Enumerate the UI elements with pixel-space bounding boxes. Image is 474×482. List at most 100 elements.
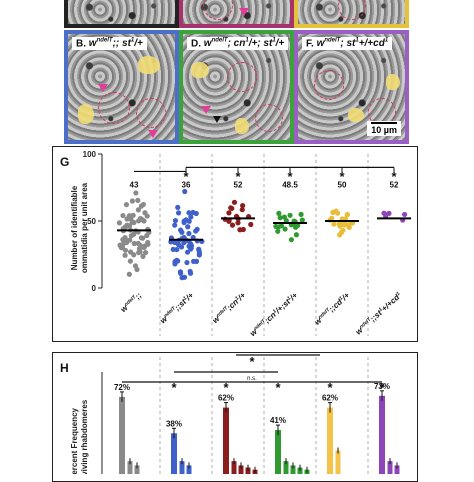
g-data-point	[239, 207, 245, 213]
g-data-point	[176, 242, 182, 248]
g-data-point	[136, 246, 143, 252]
ommatidium-circle	[338, 0, 366, 20]
h-bar	[127, 461, 133, 474]
g-y-tick-label: 100	[83, 150, 97, 159]
h-bar	[297, 467, 303, 474]
g-mean-label: 48.5	[282, 181, 298, 190]
h-significance-star: *	[171, 380, 177, 395]
panel-h-ylabel-line2: surviving rhabdomeres	[80, 399, 89, 474]
g-data-point	[122, 234, 128, 241]
h-significance-star: *	[327, 380, 333, 395]
g-data-point	[131, 240, 137, 247]
g-data-point	[401, 211, 408, 218]
g-data-point	[275, 228, 281, 234]
g-data-point	[188, 241, 194, 247]
g-data-point	[343, 222, 349, 228]
ommatidium-circle	[227, 62, 257, 92]
g-data-point	[187, 270, 194, 276]
g-data-point	[135, 197, 141, 203]
g-mean-label: 52	[390, 181, 399, 190]
h-bar	[275, 430, 281, 474]
ommatidium-circle	[314, 70, 344, 100]
h-bar	[134, 465, 140, 474]
lipid-droplet	[235, 118, 249, 134]
h-bar-value-label: 62%	[322, 394, 338, 403]
g-data-point	[196, 246, 202, 252]
g-data-point	[177, 269, 184, 275]
g-data-point	[123, 202, 130, 208]
h-bar	[387, 461, 393, 474]
g-data-point	[186, 218, 192, 224]
pink-arrow-icon	[148, 130, 158, 138]
lipid-droplet	[191, 62, 209, 78]
g-significance-star: *	[287, 169, 293, 184]
g-data-point	[129, 198, 136, 204]
g-data-point	[333, 208, 339, 214]
g-y-tick-label: 50	[87, 217, 96, 226]
g-data-point	[138, 235, 144, 241]
g-data-point	[226, 218, 232, 224]
ommatidium-circle	[136, 98, 166, 128]
g-data-point	[381, 210, 387, 216]
g-data-point	[182, 188, 188, 195]
g-data-point	[135, 207, 141, 213]
scale-bar: 10 µm	[367, 121, 401, 136]
g-data-point	[123, 240, 129, 246]
g-data-point	[140, 253, 146, 259]
pink-arrow-icon	[239, 8, 249, 16]
g-mean-label: 43	[130, 181, 139, 190]
g-data-point	[188, 246, 194, 252]
h-bar	[223, 407, 229, 474]
ommatidium-circle	[255, 104, 283, 132]
h-ns-label: n.s.	[247, 376, 257, 382]
micrograph-panel-b: B. wndeIT;; st1/+	[64, 30, 179, 144]
g-y-tick-label: 0	[92, 284, 97, 293]
g-data-point	[120, 212, 126, 219]
lipid-droplet	[78, 104, 94, 124]
g-data-point	[175, 210, 182, 216]
micrograph-panel-a-partial	[64, 0, 179, 28]
g-data-point	[185, 224, 191, 230]
h-significance-star: *	[379, 380, 385, 395]
g-data-point	[229, 205, 235, 212]
micrograph-panel-d: D. wndeIT; cn1/+; st1/+	[179, 30, 294, 144]
g-data-point	[190, 234, 196, 241]
pink-arrow-icon	[201, 106, 211, 114]
g-data-point	[235, 220, 241, 226]
g-significance-star: *	[391, 169, 397, 184]
h-bar-value-label: 38%	[166, 419, 182, 428]
g-data-point	[122, 252, 128, 258]
g-data-point	[142, 243, 148, 249]
g-data-point	[131, 252, 137, 258]
g-data-point	[193, 210, 199, 217]
g-data-point	[118, 245, 125, 251]
lipid-droplet	[348, 108, 364, 122]
g-data-point	[278, 223, 284, 229]
g-x-tick-label: wndeIT;;st1+/+cd1	[354, 291, 404, 337]
h-significance-star: *	[275, 380, 281, 395]
micrograph-panel-c-partial	[179, 0, 294, 28]
g-x-tick-label: wndeIT;;	[119, 291, 144, 315]
panel-h-letter: H	[60, 361, 69, 375]
g-data-point	[181, 274, 188, 280]
h-bar	[186, 465, 192, 474]
panel-d-label: D. wndeIT; cn1/+; st1/+	[187, 37, 289, 51]
g-data-point	[336, 232, 343, 238]
h-bar	[171, 433, 177, 474]
panel-f-label: F. wndeIT; st1+/+cd1	[302, 37, 393, 51]
h-bar	[394, 465, 400, 474]
h-bar	[335, 450, 341, 474]
g-data-point	[142, 210, 148, 216]
g-x-tick-label: wndeIT;;st1/+	[158, 291, 195, 326]
h-bar-value-label: 72%	[114, 383, 130, 392]
g-significance-star: *	[235, 169, 241, 184]
g-data-point	[196, 250, 203, 257]
g-data-point	[186, 210, 192, 216]
panel-h-ylabel-line1: Percent Frequency	[70, 407, 79, 474]
h-bar	[290, 465, 296, 474]
g-data-point	[344, 212, 351, 218]
pink-arrow-icon	[98, 84, 108, 92]
g-data-point	[127, 258, 133, 264]
h-bar-value-label: 73%	[374, 382, 390, 391]
g-data-point	[172, 239, 178, 246]
